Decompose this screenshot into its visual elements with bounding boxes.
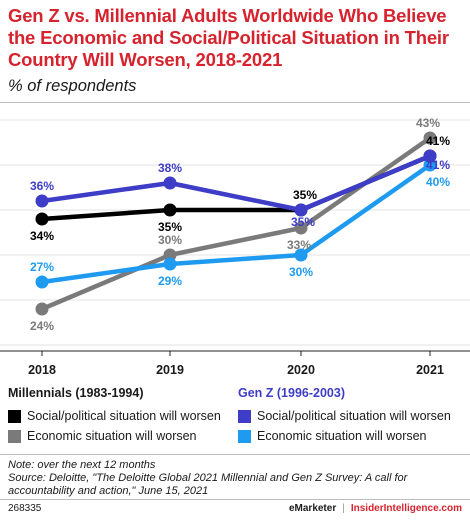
legend-swatch <box>238 429 251 443</box>
notes-rule <box>0 454 470 455</box>
footer-separator: | <box>342 503 345 514</box>
legend-item: Economic situation will worsen <box>238 426 451 446</box>
data-label: 35% <box>158 220 182 234</box>
line-chart: 2018 2019 2020 2021 34% 35% 35% 41% 24% 30% 33% 43%… <box>0 116 470 377</box>
data-point <box>35 275 49 289</box>
chart-title: Gen Z vs. Millennial Adults Worldwide Wh… <box>8 5 449 70</box>
legend-item: Social/political situation will worsen <box>238 406 451 426</box>
series-line <box>39 153 433 213</box>
data-point <box>294 221 308 235</box>
data-label: 30% <box>158 233 182 247</box>
data-label: 33% <box>287 238 311 252</box>
footer: 268335 eMarketer | InsiderIntelligence.com <box>8 503 462 514</box>
legend-label: Economic situation will worsen <box>27 429 197 443</box>
data-point <box>423 149 437 163</box>
source-text: Source: Deloitte, "The Deloitte Global 2… <box>8 472 408 497</box>
data-point <box>35 212 49 226</box>
data-point <box>294 248 308 262</box>
footer-credits: eMarketer | InsiderIntelligence.com <box>289 503 462 514</box>
data-label: 29% <box>158 274 182 288</box>
legend-group-genz: Gen Z (1996-2003) Social/political situa… <box>238 386 451 446</box>
legend-item: Social/political situation will worsen <box>8 406 221 426</box>
legend-label: Social/political situation will worsen <box>257 409 451 423</box>
data-point <box>35 302 49 316</box>
x-tick-label: 2021 <box>416 363 444 377</box>
data-label: 43% <box>416 116 440 130</box>
x-tick-label: 2019 <box>156 363 184 377</box>
legend-group-title: Millennials (1983-1994) <box>8 386 144 400</box>
data-label: 34% <box>30 229 54 243</box>
chart-id: 268335 <box>8 503 42 514</box>
data-point <box>163 176 177 190</box>
data-label: 41% <box>426 134 450 148</box>
x-tick-label: 2018 <box>28 363 56 377</box>
site-link[interactable]: InsiderIntelligence.com <box>350 503 462 514</box>
data-label: 30% <box>289 265 313 279</box>
legend-group-millennials: Millennials (1983-1994) Social/political… <box>8 386 221 446</box>
data-label: 36% <box>30 179 54 193</box>
data-label: 38% <box>158 161 182 175</box>
data-label: 24% <box>30 319 54 333</box>
legend-swatch <box>8 429 21 443</box>
data-label: 35% <box>291 215 315 229</box>
chart-subtitle: % of respondents <box>8 77 137 95</box>
data-point <box>423 131 437 145</box>
brand-logo-text: eMarketer <box>288 503 337 514</box>
legend-swatch <box>238 409 251 423</box>
data-point <box>163 248 177 262</box>
data-label: 27% <box>30 260 54 274</box>
x-tick-label: 2020 <box>287 363 315 377</box>
data-point <box>294 203 308 217</box>
data-label: 40% <box>426 175 450 189</box>
note-text: Note: over the next 12 months <box>8 459 156 471</box>
legend-item: Economic situation will worsen <box>8 426 221 446</box>
top-rule <box>0 102 470 103</box>
series-line <box>39 162 433 285</box>
data-point <box>163 203 177 217</box>
data-point <box>163 257 177 271</box>
legend-group-title: Gen Z (1996-2003) <box>238 386 345 400</box>
legend-label: Social/political situation will worsen <box>27 409 221 423</box>
chart-notes: Note: over the next 12 months Source: De… <box>8 459 464 498</box>
data-label: 41% <box>426 158 450 172</box>
series-line <box>39 135 433 312</box>
legend-label: Economic situation will worsen <box>257 429 427 443</box>
footer-rule <box>0 499 470 500</box>
data-label: 35% <box>293 188 317 202</box>
data-point <box>35 194 49 208</box>
data-point <box>423 158 437 172</box>
legend-swatch <box>8 409 21 423</box>
